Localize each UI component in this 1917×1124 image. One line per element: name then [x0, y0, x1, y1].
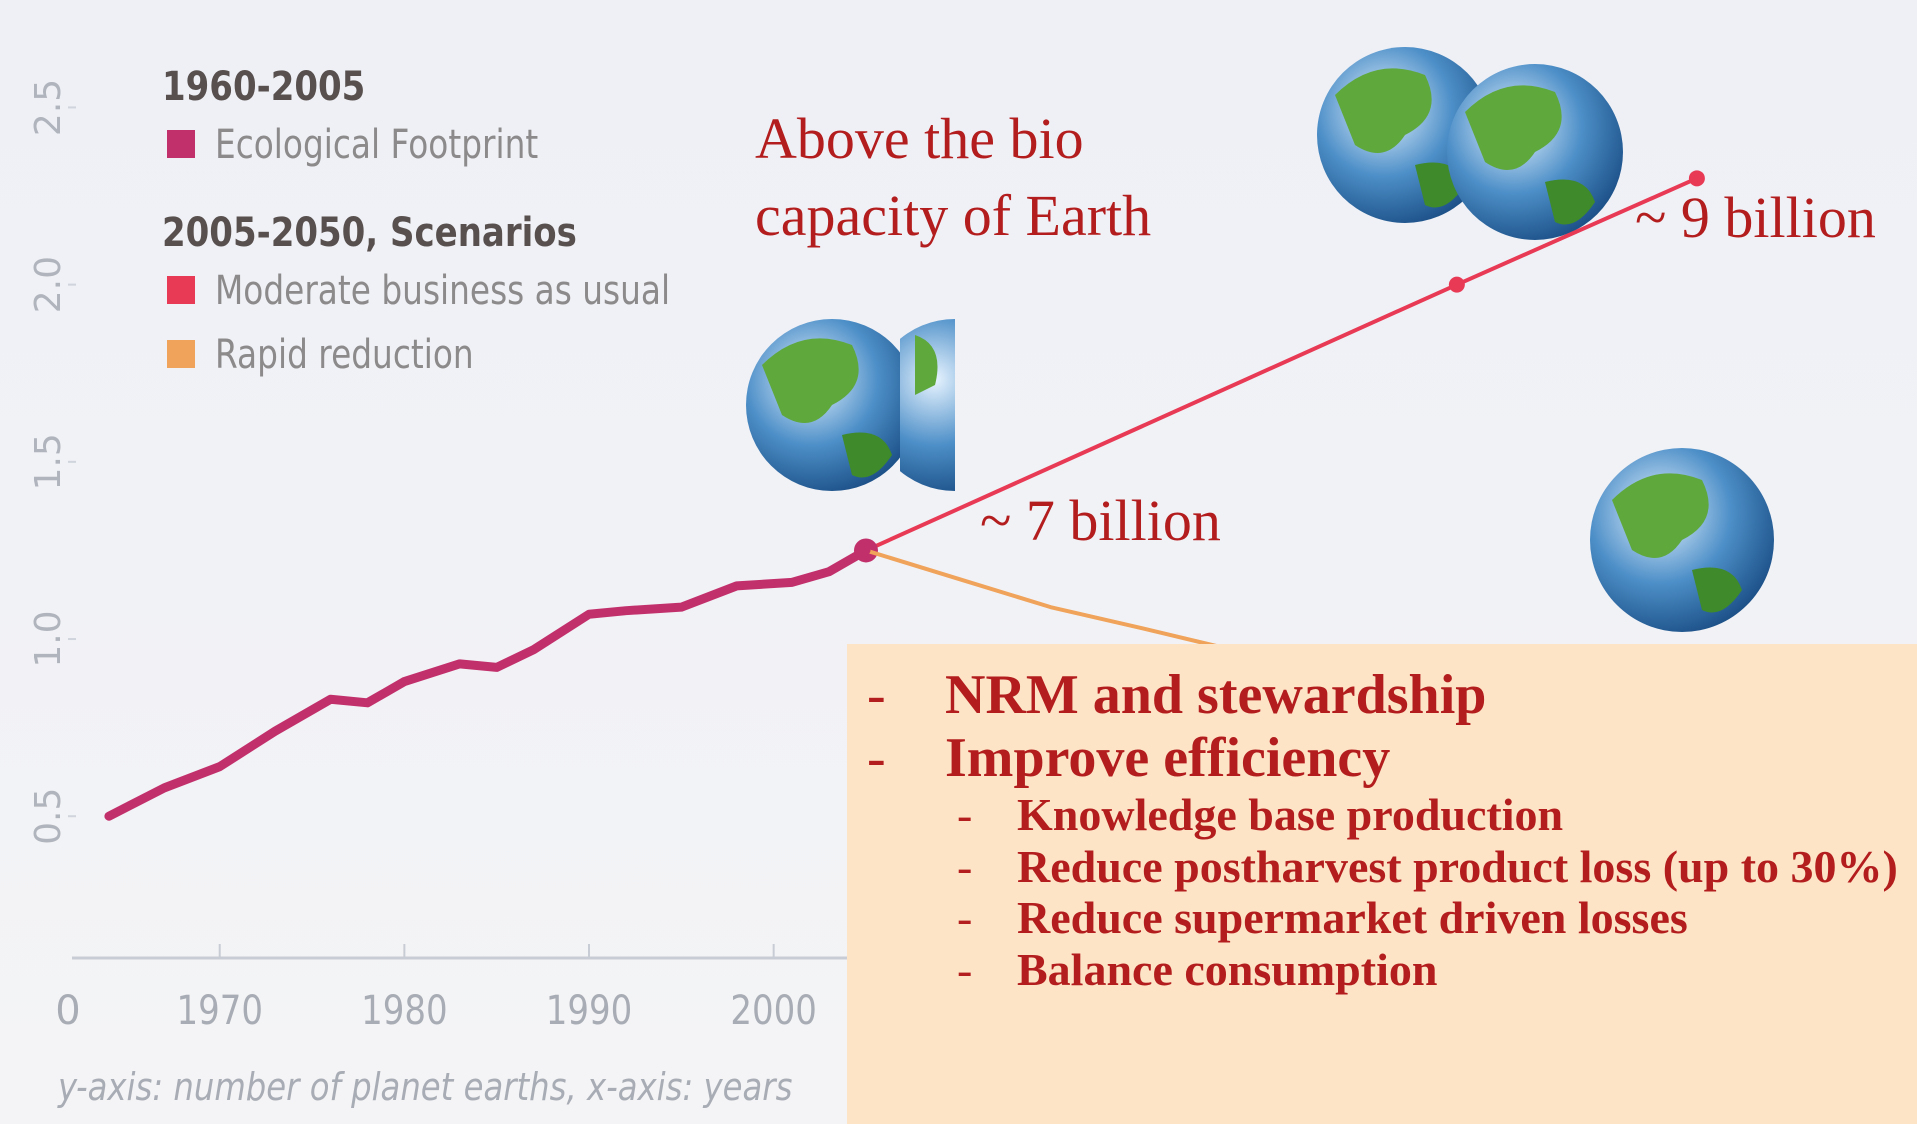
x-tick-label: 2000 — [730, 987, 817, 1033]
y-tick-label: 2.0 — [28, 256, 69, 313]
bullet: -NRM and stewardship — [847, 664, 1917, 727]
bullet: -Reduce postharvest product loss (up to … — [847, 841, 1917, 893]
bullet: -Knowledge base production — [847, 789, 1917, 841]
bullet-marker: - — [957, 892, 1017, 944]
page: 0.5 1.0 1.5 2.0 2.5 1970 1980 1990 2000 0 y-axis: … — [0, 0, 1917, 1124]
action-box: -NRM and stewardship-Improve efficiency-… — [847, 644, 1917, 1124]
annotation: Above the bio — [755, 106, 1084, 171]
y-tick-label: 0.5 — [28, 788, 69, 845]
x-tick-label: 1980 — [361, 987, 448, 1033]
bullet-text: Reduce supermarket driven losses — [1017, 892, 1688, 944]
bullet-marker: - — [957, 789, 1017, 841]
y-tick-label: 1.0 — [28, 610, 69, 667]
legend-label: Rapid reduction — [215, 331, 474, 378]
bullet-text: Knowledge base production — [1017, 789, 1563, 841]
legend-swatch — [167, 340, 195, 368]
bullet-text: Balance consumption — [1017, 944, 1437, 996]
bullet-marker: - — [957, 944, 1017, 996]
bullet-marker: - — [957, 841, 1017, 893]
legend-heading: 2005-2050, Scenarios — [162, 209, 577, 255]
legend-label: Moderate business as usual — [215, 267, 670, 314]
legend-swatch — [167, 276, 195, 304]
annotation: ~ 9 billion — [1635, 185, 1876, 250]
point — [1689, 170, 1705, 186]
annotation: ~ 7 billion — [980, 488, 1221, 553]
legend-label: Ecological Footprint — [215, 121, 538, 168]
bullet: -Improve efficiency — [847, 727, 1917, 790]
bullet-marker: - — [867, 664, 945, 727]
bullet: -Balance consumption — [847, 944, 1917, 996]
bullet-text: Improve efficiency — [945, 727, 1390, 790]
point — [1449, 277, 1465, 293]
bullet-text: Reduce postharvest product loss (up to 3… — [1017, 841, 1898, 893]
caption: y-axis: number of planet earths, x-axis:… — [57, 1066, 792, 1110]
bullet-text: NRM and stewardship — [945, 664, 1486, 727]
x-tick-label: 1990 — [546, 987, 633, 1033]
annotation: capacity of Earth — [755, 183, 1151, 248]
legend-heading: 1960-2005 — [162, 63, 365, 109]
bullet-marker: - — [867, 727, 945, 790]
x-tick-label: 1970 — [176, 987, 263, 1033]
bullet: -Reduce supermarket driven losses — [847, 892, 1917, 944]
y-tick-label: 1.5 — [28, 433, 69, 490]
axis-origin-label: 0 — [55, 988, 80, 1034]
legend-swatch — [167, 130, 195, 158]
y-tick-label: 2.5 — [28, 79, 69, 136]
